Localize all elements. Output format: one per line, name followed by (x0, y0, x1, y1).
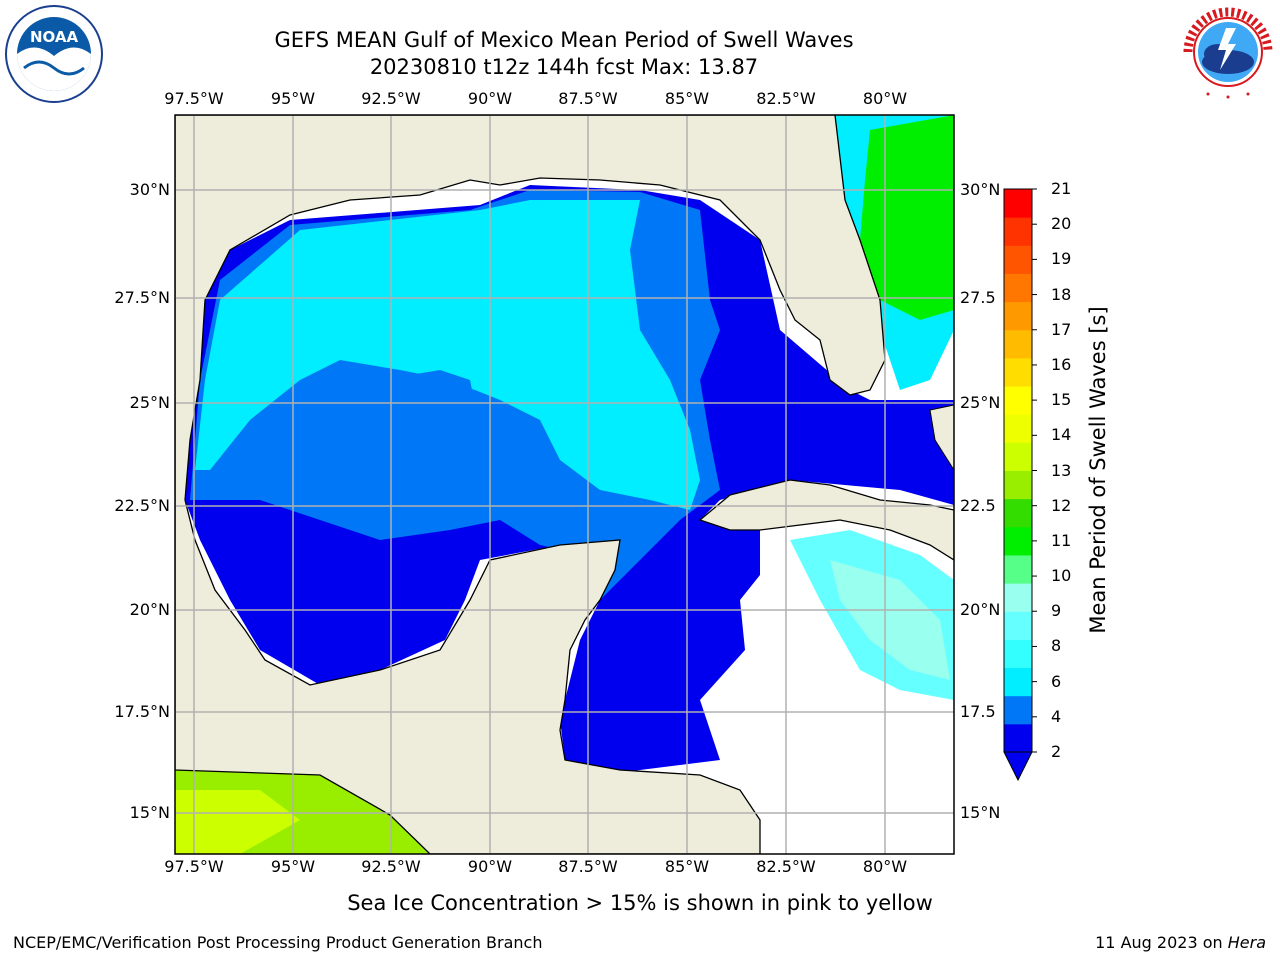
lon-tick-bottom: 90°W (467, 857, 513, 876)
swell-band-pacific-yellow (175, 790, 300, 854)
map-title: GEFS MEAN Gulf of Mexico Mean Period of … (274, 28, 854, 52)
swell-band-atlantic-green (860, 115, 954, 320)
colorbar-swatch (1004, 667, 1032, 697)
map-subtitle: 20230810 t12z 144h fcst Max: 13.87 (369, 55, 759, 79)
map-frame (174, 114, 955, 855)
swell-band-4-6-inner (300, 370, 480, 440)
colorbar-label: 15 (1051, 390, 1072, 410)
colorbar-label: 18 (1051, 284, 1072, 304)
colorbar-label: 10 (1051, 566, 1072, 586)
lon-tick-top: 87.5°W (558, 89, 618, 108)
lat-tick-right: 15°N (960, 803, 1001, 822)
colorbar-label: 16 (1051, 354, 1072, 374)
lon-tick-bottom: 80°W (862, 857, 908, 876)
run-date: 11 Aug 2023 on Hera (1095, 933, 1266, 952)
colorbar-swatch (1004, 386, 1032, 415)
colorbar-swatch (1004, 189, 1032, 218)
colorbar-label: 11 (1051, 530, 1072, 550)
colorbar-label: 19 (1051, 249, 1072, 269)
lat-tick-left: 17.5°N (114, 702, 170, 721)
colorbar-swatch (1004, 414, 1032, 443)
colorbar-label: 21 (1051, 179, 1072, 198)
colorbar-swatch (1004, 498, 1032, 528)
lon-tick-top: 95°W (270, 89, 316, 108)
lon-tick-top: 82.5°W (756, 89, 816, 108)
lat-tick-right: 17.5 (960, 702, 996, 721)
nws-logo (1178, 4, 1278, 100)
colorbar-swatch (1004, 357, 1032, 387)
colorbar-label: 6 (1051, 671, 1062, 691)
swell-band-6-8 (195, 200, 700, 510)
colorbar-swatch (1004, 611, 1032, 640)
run-date-text: 11 Aug 2023 on (1095, 933, 1223, 952)
producer-credit: NCEP/EMC/Verification Post Processing Pr… (13, 933, 543, 952)
colorbar-label: 8 (1051, 636, 1062, 656)
noaa-logo: NOAA (4, 4, 104, 104)
lat-tick-left: 22.5°N (114, 496, 170, 515)
colorbar-label: 4 (1051, 706, 1062, 726)
colorbar-swatch (1004, 526, 1032, 556)
colorbar-swatch (1004, 301, 1032, 331)
lon-tick-bottom: 97.5°W (164, 857, 224, 876)
lon-tick-top: 85°W (664, 89, 710, 108)
sea-ice-note: Sea Ice Concentration > 15% is shown in … (347, 891, 933, 915)
colorbar-label: 13 (1051, 460, 1072, 480)
colorbar-title: Mean Period of Swell Waves [s] (1086, 306, 1110, 634)
colorbar-swatch (1004, 554, 1032, 584)
lon-tick-bottom: 87.5°W (558, 857, 618, 876)
colorbar-swatch (1004, 217, 1032, 246)
graticule (175, 115, 954, 854)
lat-tick-right: 30°N (960, 180, 1001, 199)
colorbar-swatch (1004, 583, 1032, 612)
lat-tick-right: 25°N (960, 393, 1001, 412)
colorbar-swatch (1004, 639, 1032, 669)
land-cuba (698, 479, 954, 561)
lon-tick-bottom: 92.5°W (361, 857, 421, 876)
colorbar-extension (1003, 751, 1033, 782)
colorbar-label: 14 (1051, 425, 1072, 445)
colorbar-swatch (1004, 245, 1032, 274)
lat-tick-left: 25°N (129, 393, 170, 412)
lat-tick-left: 27.5°N (114, 288, 170, 307)
colorbar-swatch (1004, 273, 1032, 303)
colorbar-swatch (1004, 442, 1032, 471)
colorbar-label: 9 (1051, 601, 1062, 621)
lon-tick-bottom: 82.5°W (756, 857, 816, 876)
lon-tick-top: 92.5°W (361, 89, 421, 108)
lat-tick-right: 27.5 (960, 288, 996, 307)
lat-tick-left: 15°N (129, 803, 170, 822)
lat-tick-left: 20°N (129, 600, 170, 619)
lon-tick-bottom: 95°W (270, 857, 316, 876)
run-machine: Hera (1227, 933, 1266, 952)
land-bahamas (929, 404, 954, 471)
noaa-logo-text: NOAA (30, 28, 79, 46)
colorbar-swatch (1004, 470, 1032, 500)
colorbar-swatch (1004, 723, 1032, 753)
lon-tick-top: 90°W (467, 89, 513, 108)
lat-tick-right: 22.5 (960, 496, 996, 515)
lat-tick-left: 30°N (129, 180, 170, 199)
colorbar-label: 17 (1051, 319, 1072, 339)
land-mainland (175, 115, 886, 854)
lon-tick-top: 80°W (862, 89, 908, 108)
lat-tick-right: 20°N (960, 600, 1001, 619)
swell-band-8-9 (830, 560, 950, 680)
colorbar-swatch (1004, 695, 1032, 725)
colorbar-label: 20 (1051, 214, 1072, 234)
lon-tick-top: 97.5°W (164, 89, 224, 108)
colorbar-label: 2 (1051, 742, 1062, 761)
colorbar-label: 12 (1051, 495, 1072, 515)
colorbar (1003, 188, 1037, 782)
colorbar-swatch (1004, 329, 1032, 359)
lon-tick-bottom: 85°W (664, 857, 710, 876)
